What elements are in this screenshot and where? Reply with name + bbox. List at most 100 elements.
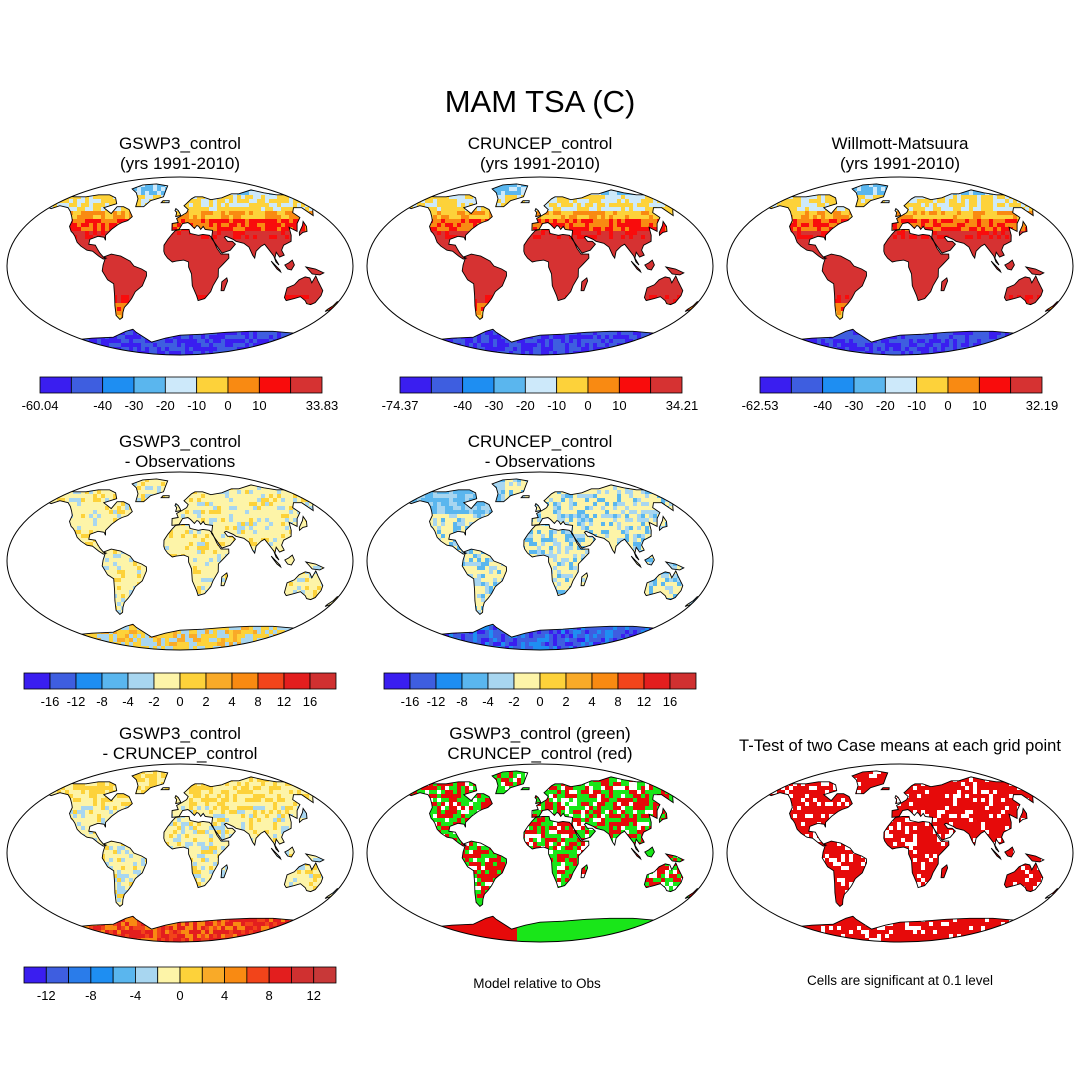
colorbar-swatch: [157, 966, 181, 984]
colorbar-swatch: [112, 966, 136, 984]
colorbar-swatch: [101, 672, 129, 690]
colorbar-swatch: [283, 672, 311, 690]
colorbar-tick-label: 0: [176, 694, 183, 709]
colorbar-tick-label: -10: [907, 398, 926, 413]
colorbar-swatch: [539, 672, 567, 690]
colorbar-tick-label: -20: [876, 398, 895, 413]
colorbar-swatch: [1010, 376, 1043, 394]
colorbar-swatch: [313, 966, 337, 984]
colorbar-swatch: [179, 672, 207, 690]
colorbar-swatch: [70, 376, 104, 394]
panel-8-title: GSWP3_control (green) CRUNCEP_control (re…: [447, 724, 633, 763]
colorbar-tick-label: -74.37: [382, 398, 419, 413]
colorbar-gswp3-minus-cruncep: -12 -8 -4 0 4 8 12: [23, 966, 337, 1003]
colorbar-swatch: [524, 376, 558, 394]
colorbar-swatch: [201, 966, 225, 984]
colorbar-swatch: [513, 672, 541, 690]
colorbar-tick-label: -2: [508, 694, 520, 709]
colorbar-swatch: [258, 376, 292, 394]
panel-7-title: GSWP3_control - CRUNCEP_control: [102, 724, 258, 763]
colorbar-tick-label: -2: [148, 694, 160, 709]
map-t-test: [726, 763, 1074, 943]
colorbar-swatch: [309, 672, 337, 690]
colorbar-tick-label: 33.83: [306, 398, 339, 413]
colorbar-swatch: [435, 672, 463, 690]
colorbar-tick-label: 16: [663, 694, 677, 709]
panel-3-title: Willmott-Matsuura (yrs 1991-2010): [831, 134, 969, 173]
colorbar-swatch: [23, 672, 51, 690]
colorbar-swatch: [617, 672, 645, 690]
colorbar-tick-label: -4: [482, 694, 494, 709]
caption-model-relative: Model relative to Obs: [473, 976, 601, 991]
colorbar-gswp3-minus-obs: -16 -12 -8 -4 -2 0 2 4 8 12 16: [23, 672, 337, 709]
colorbar-swatch: [246, 966, 270, 984]
colorbar-cruncep-control: -74.37 -40 -30 -20 -10 0 10 34.21: [382, 376, 699, 413]
colorbar-swatch: [650, 376, 683, 394]
colorbar-swatch: [39, 376, 72, 394]
colorbar-tick-label: -30: [845, 398, 864, 413]
map-model-comparison: [366, 763, 714, 943]
colorbar-swatch: [153, 672, 181, 690]
map-willmott-matsuura: [726, 176, 1074, 356]
colorbar-cruncep-minus-obs: -16 -12 -8 -4 -2 0 2 4 8 12 16: [383, 672, 697, 709]
colorbar-tick-label: 34.21: [666, 398, 699, 413]
colorbar-swatch: [231, 672, 259, 690]
colorbar-swatch: [291, 966, 315, 984]
colorbar-swatch: [102, 376, 135, 394]
colorbar-tick-label: -40: [93, 398, 112, 413]
colorbar-willmott-matsuura: -62.53 -40 -30 -20 -10 0 10 32.19: [742, 376, 1058, 413]
colorbar-swatch: [978, 376, 1012, 394]
colorbar-tick-label: -20: [156, 398, 175, 413]
colorbar-tick-label: 2: [562, 694, 569, 709]
colorbar-tick-label: 10: [252, 398, 266, 413]
colorbar-tick-label: 8: [266, 988, 273, 1003]
colorbar-swatch: [591, 672, 619, 690]
colorbar-tick-label: -40: [813, 398, 832, 413]
colorbar-swatch: [127, 672, 155, 690]
colorbar-swatch: [822, 376, 855, 394]
colorbar-swatch: [179, 966, 203, 984]
colorbar-swatch: [45, 966, 69, 984]
colorbar-tick-label: -20: [516, 398, 535, 413]
colorbar-swatch: [224, 966, 248, 984]
map-gswp3-minus-cruncep: [6, 763, 354, 943]
colorbar-tick-label: 0: [584, 398, 591, 413]
colorbar-swatch: [205, 672, 233, 690]
colorbar-gswp3-control: -60.04 -40 -30 -20 -10 0 10 33.83: [22, 376, 339, 413]
colorbar-swatch: [227, 376, 260, 394]
colorbar-swatch: [916, 376, 949, 394]
colorbar-swatch: [257, 672, 285, 690]
figure-title: MAM TSA (C): [444, 84, 636, 119]
colorbar-tick-label: -16: [401, 694, 420, 709]
panel-9-title: T-Test of two Case means at each grid po…: [739, 737, 1061, 755]
panel-4-title: GSWP3_control - Observations: [119, 432, 241, 471]
caption-significance: Cells are significant at 0.1 level: [806, 973, 994, 988]
colorbar-swatch: [643, 672, 671, 690]
map-cruncep-minus-obs: [366, 471, 714, 651]
colorbar-swatch: [133, 376, 166, 394]
map-gswp3-control: [6, 176, 354, 356]
colorbar-tick-label: 8: [254, 694, 261, 709]
colorbar-swatch: [790, 376, 824, 394]
colorbar-tick-label: -60.04: [22, 398, 59, 413]
colorbar-swatch: [461, 672, 489, 690]
colorbar-tick-label: 4: [221, 988, 228, 1003]
colorbar-swatch: [135, 966, 159, 984]
colorbar-tick-label: -10: [547, 398, 566, 413]
colorbar-tick-label: -10: [187, 398, 206, 413]
colorbar-swatch: [493, 376, 526, 394]
colorbar-swatch: [556, 376, 589, 394]
colorbar-swatch: [68, 966, 92, 984]
colorbar-swatch: [290, 376, 323, 394]
colorbar-swatch: [759, 376, 792, 394]
map-cruncep-control: [366, 176, 714, 356]
colorbar-swatch: [383, 672, 411, 690]
map-gswp3-minus-obs: [6, 471, 354, 651]
colorbar-tick-label: -8: [456, 694, 468, 709]
colorbar-swatch: [399, 376, 432, 394]
colorbar-swatch: [164, 376, 198, 394]
colorbar-tick-label: 2: [202, 694, 209, 709]
colorbar-tick-label: 4: [228, 694, 235, 709]
colorbar-tick-label: -12: [37, 988, 56, 1003]
colorbar-tick-label: -12: [67, 694, 86, 709]
